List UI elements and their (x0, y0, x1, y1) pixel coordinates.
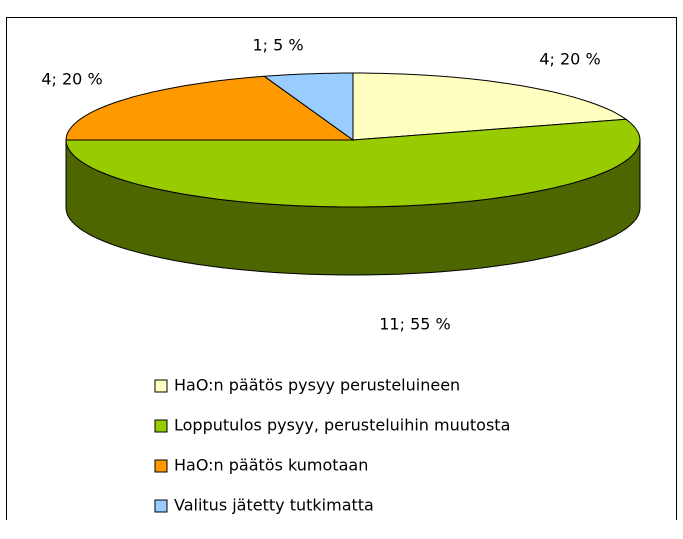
data-label: 11; 55 % (379, 315, 450, 334)
pie-slice (65, 118, 641, 208)
legend-label: HaO:n päätös kumotaan (174, 456, 368, 475)
pie-slice (262, 72, 354, 141)
data-label: 4; 20 % (539, 50, 600, 69)
legend-swatch (154, 379, 168, 393)
pie-slice (65, 75, 355, 141)
data-label: 1; 5 % (252, 36, 303, 55)
legend-label: Valitus jätetty tutkimatta (174, 496, 374, 515)
legend-swatch (154, 459, 168, 473)
pie-slice (352, 72, 628, 141)
legend-label: Lopputulos pysyy, perusteluihin muutosta (174, 416, 510, 435)
legend-swatch (154, 419, 168, 433)
legend-swatch (154, 499, 168, 513)
chart-frame (6, 17, 677, 520)
legend-label: HaO:n päätös pysyy perusteluineen (174, 376, 460, 395)
data-label: 4; 20 % (41, 70, 102, 89)
